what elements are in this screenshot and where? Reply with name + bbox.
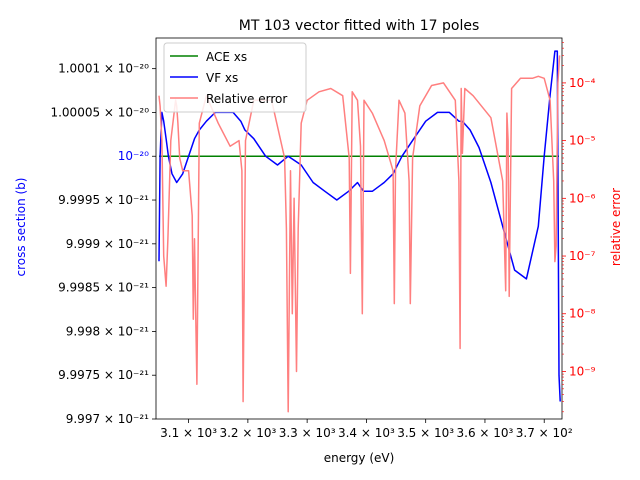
x-axis-label: energy (eV) <box>324 451 395 465</box>
legend-label-rel: Relative error <box>206 92 287 106</box>
x-tick-label: 3.7 × 10² <box>516 426 573 440</box>
axes: 3.1 × 10³ 3.2 × 10³ 3.3 × 10³ 3.4 × 10³ 3.5 … <box>50 37 596 440</box>
right-y-tick-label: 10⁻⁴ <box>569 76 596 90</box>
left-axis-label: cross section (b) <box>14 178 28 277</box>
left-y-tick-label: 10⁻²⁰ <box>118 149 149 163</box>
series-line-relative-error <box>158 55 561 413</box>
left-y-tick-label: 9.9995 × 10⁻²¹ <box>58 193 149 207</box>
left-y-tick-label: 1.0001 × 10⁻²⁰ <box>58 62 149 76</box>
left-y-tick-label: 9.9975 × 10⁻²¹ <box>58 368 149 382</box>
right-y-tick-label: 10⁻⁵ <box>569 134 596 148</box>
legend: ACE xs VF xs Relative error <box>163 42 307 113</box>
legend-frame <box>163 42 307 113</box>
left-y-tick-label: 9.9985 × 10⁻²¹ <box>58 281 149 295</box>
x-tick-label: 3.4 × 10³ <box>338 426 395 440</box>
right-y-tick-label: 10⁻⁹ <box>569 364 596 378</box>
right-y-tick-label: 10⁻⁷ <box>569 249 596 263</box>
left-y-tick-label: 9.998 × 10⁻²¹ <box>66 324 149 338</box>
x-tick-label: 3.1 × 10³ <box>160 426 217 440</box>
left-y-tick-label: 1.00005 × 10⁻²⁰ <box>50 105 149 119</box>
right-y-tick-label: 10⁻⁶ <box>569 191 596 205</box>
x-tick-label: 3.3 × 10³ <box>279 426 336 440</box>
right-axis-label: relative error <box>609 188 623 266</box>
plot-area <box>158 50 561 413</box>
x-tick-label: 3.2 × 10³ <box>219 426 276 440</box>
legend-label-vf: VF xs <box>206 71 238 85</box>
left-y-tick-label: 9.999 × 10⁻²¹ <box>66 237 149 251</box>
chart-title: MT 103 vector fitted with 17 poles <box>239 18 480 34</box>
x-tick-label: 3.5 × 10³ <box>397 426 454 440</box>
legend-label-ace: ACE xs <box>206 50 247 64</box>
left-y-tick-label: 9.997 × 10⁻²¹ <box>66 412 149 426</box>
right-y-tick-label: 10⁻⁸ <box>569 307 596 321</box>
x-tick-label: 3.6 × 10³ <box>457 426 514 440</box>
